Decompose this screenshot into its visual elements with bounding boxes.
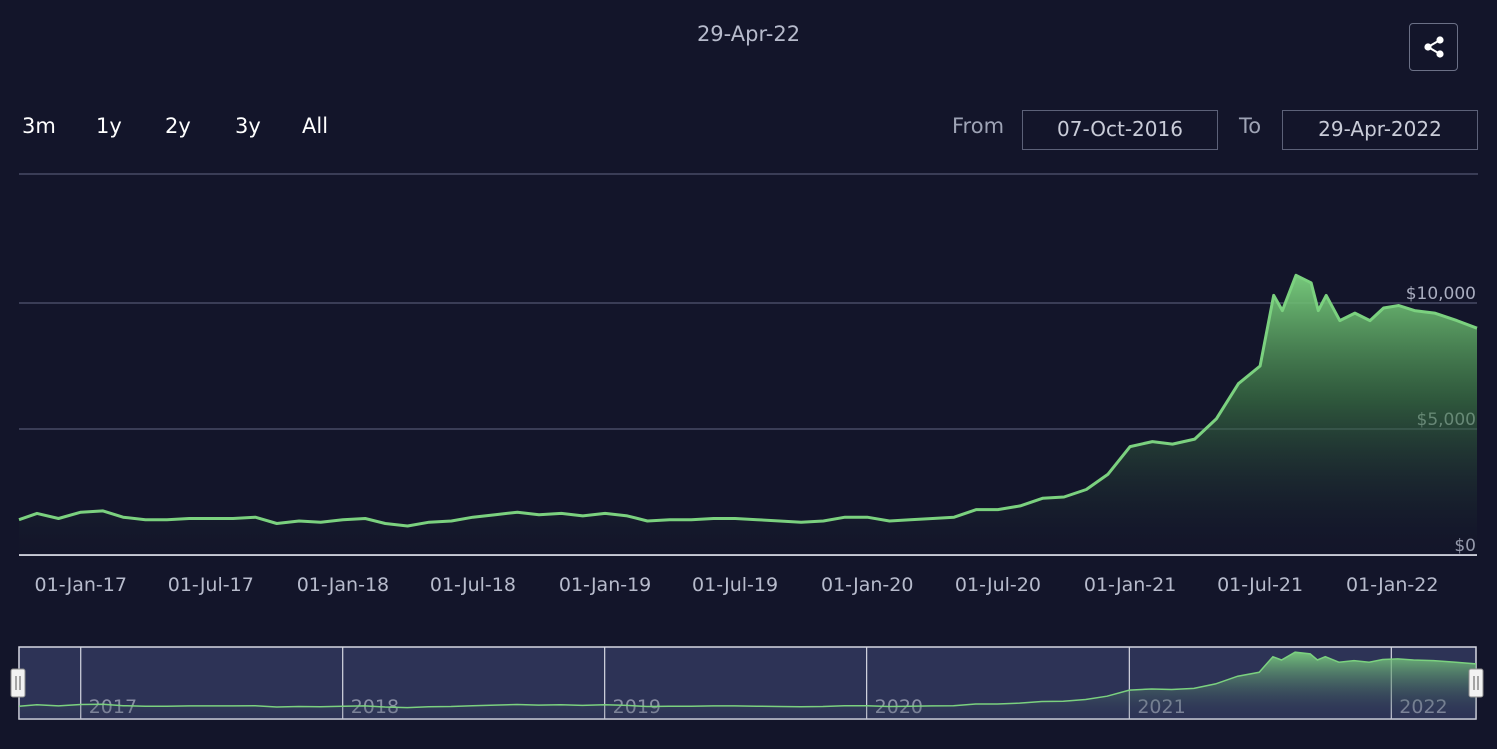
x-tick-label: 01-Jul-20 <box>955 574 1041 596</box>
from-date-input[interactable]: 07-Oct-2016 <box>1022 110 1218 150</box>
x-tick-label: 01-Jan-20 <box>821 574 913 596</box>
to-date-input[interactable]: 29-Apr-2022 <box>1282 110 1478 150</box>
navigator-right-handle[interactable] <box>1468 668 1484 698</box>
price-area <box>19 275 1477 555</box>
navigator-area <box>19 652 1476 719</box>
navigator-line <box>18 651 1477 709</box>
x-tick-label: 01-Jan-17 <box>35 574 127 596</box>
range-2y-button[interactable]: 2y <box>165 114 191 138</box>
y-tick-label: $10,000 <box>1406 284 1476 304</box>
price-line <box>18 273 1478 528</box>
handle-body <box>10 668 26 698</box>
x-tick-label: 01-Jul-21 <box>1217 574 1303 596</box>
to-label: To <box>1239 114 1262 138</box>
x-tick-label: 01-Jan-18 <box>297 574 389 596</box>
selected-date-label: 29-Apr-22 <box>696 22 801 46</box>
x-tick-label: 01-Jul-19 <box>692 574 778 596</box>
navigator-left-handle[interactable] <box>10 668 26 698</box>
x-tick-label: 01-Jul-17 <box>168 574 254 596</box>
range-3y-button[interactable]: 3y <box>235 114 261 138</box>
range-all-button[interactable]: All <box>302 114 329 138</box>
share-icon <box>1423 36 1444 58</box>
x-tick-label: 01-Jan-19 <box>559 574 651 596</box>
handle-body <box>1468 668 1484 698</box>
x-tick-label: 01-Jan-21 <box>1084 574 1176 596</box>
x-tick-label: 01-Jul-18 <box>430 574 516 596</box>
share-button[interactable] <box>1409 23 1458 71</box>
range-3m-button[interactable]: 3m <box>22 114 56 138</box>
from-label: From <box>952 114 1005 138</box>
range-1y-button[interactable]: 1y <box>96 114 122 138</box>
x-tick-label: 01-Jan-22 <box>1346 574 1438 596</box>
